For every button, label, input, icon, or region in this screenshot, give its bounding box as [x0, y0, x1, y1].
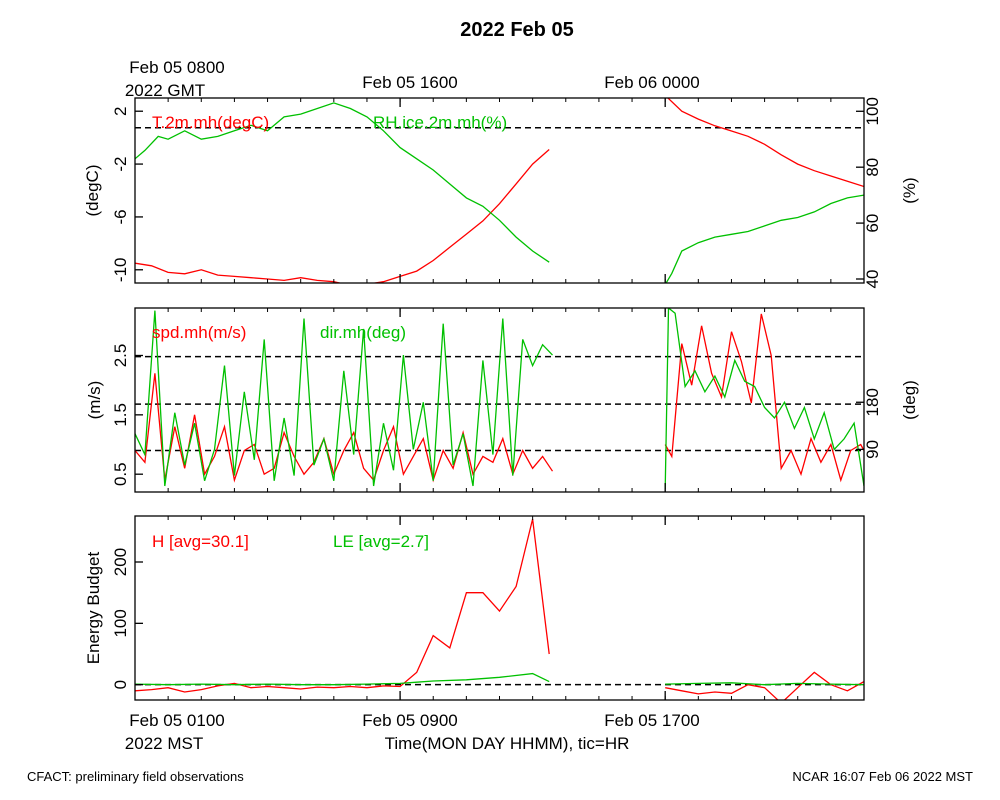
y-left-tick-label: 2 — [111, 106, 130, 115]
x-axis-label: Time(MON DAY HHMM), tic=HR — [385, 734, 630, 753]
footer-right: NCAR 16:07 Feb 06 2022 MST — [792, 769, 973, 784]
y-right-tick-label: 180 — [863, 388, 882, 416]
bottom-time-label-3: Feb 05 1700 — [604, 711, 699, 730]
y-right-tick-label: 40 — [863, 270, 882, 289]
series-0-line-segment — [135, 518, 550, 693]
figure-title: 2022 Feb 05 — [460, 19, 573, 41]
series-1-line-segment — [135, 102, 550, 263]
y-left-tick-label: 100 — [111, 609, 130, 637]
temperature-humidity-panel: T.2m.mh(degC) RH.ice.2m.mh(%) 2 -2 -6 -10 (deg… — [83, 97, 919, 289]
top-time-label-3: Feb 06 0000 — [604, 73, 699, 92]
bottom-time-label-1-zone: 2022 MST — [125, 734, 203, 753]
y-right-axis-label: (%) — [900, 177, 919, 203]
top-time-label-1-zone: 2022 GMT — [125, 81, 205, 100]
y-right-tick-label: 90 — [863, 440, 882, 459]
legend-label: T.2m.mh(degC) — [152, 113, 269, 132]
bottom-time-label-1: Feb 05 0100 — [129, 711, 224, 730]
y-left-tick-label: -2 — [111, 157, 130, 172]
y-left-axis-label: (degC) — [83, 165, 102, 217]
y-left-tick-label: 2.5 — [111, 344, 130, 368]
y-left-tick-label: 0.5 — [111, 462, 130, 486]
y-right-tick-label: 100 — [863, 97, 882, 125]
y-left-tick-label: 200 — [111, 548, 130, 576]
y-right-tick-label: 80 — [863, 158, 882, 177]
series-0-line-segment — [135, 149, 550, 283]
top-time-label-1: Feb 05 0800 — [129, 58, 224, 77]
y-left-tick-label: -6 — [111, 209, 130, 224]
legend-label: spd.mh(m/s) — [152, 323, 246, 342]
legend-label: dir.mh(deg) — [320, 323, 406, 342]
series-0-line-segment — [666, 98, 864, 188]
legend-label: H [avg=30.1] — [152, 532, 249, 551]
energy-budget-panel: H [avg=30.1] LE [avg=2.7] 0 100 200 Energy Bu… — [84, 515, 865, 701]
y-right-tick-label: 60 — [863, 214, 882, 233]
legend-label: RH.ice.2m.mh(%) — [373, 113, 507, 132]
series-1-line-segment — [135, 672, 550, 686]
y-left-axis-label: Energy Budget — [84, 551, 103, 664]
series-1-line-segment — [135, 310, 553, 487]
legend-label: LE [avg=2.7] — [333, 532, 429, 551]
bottom-time-label-2: Feb 05 0900 — [362, 711, 457, 730]
y-right-axis-label: (deg) — [900, 380, 919, 420]
footer-left: CFACT: preliminary field observations — [27, 769, 244, 784]
top-time-label-2: Feb 05 1600 — [362, 73, 457, 92]
y-left-tick-label: 0 — [111, 680, 130, 689]
series-1-line-segment — [665, 682, 864, 686]
series-0-line-segment — [135, 373, 554, 483]
series-0-line-segment — [664, 313, 864, 483]
y-left-tick-label: 1.5 — [111, 403, 130, 427]
wind-panel: spd.mh(m/s) dir.mh(deg) 0.5 1.5 2.5 (m/s) 90 18… — [85, 307, 919, 493]
series-1-line-segment — [665, 194, 864, 283]
series-1-line-segment — [664, 308, 864, 489]
y-left-tick-label: -10 — [111, 257, 130, 282]
y-left-axis-label: (m/s) — [85, 381, 104, 420]
